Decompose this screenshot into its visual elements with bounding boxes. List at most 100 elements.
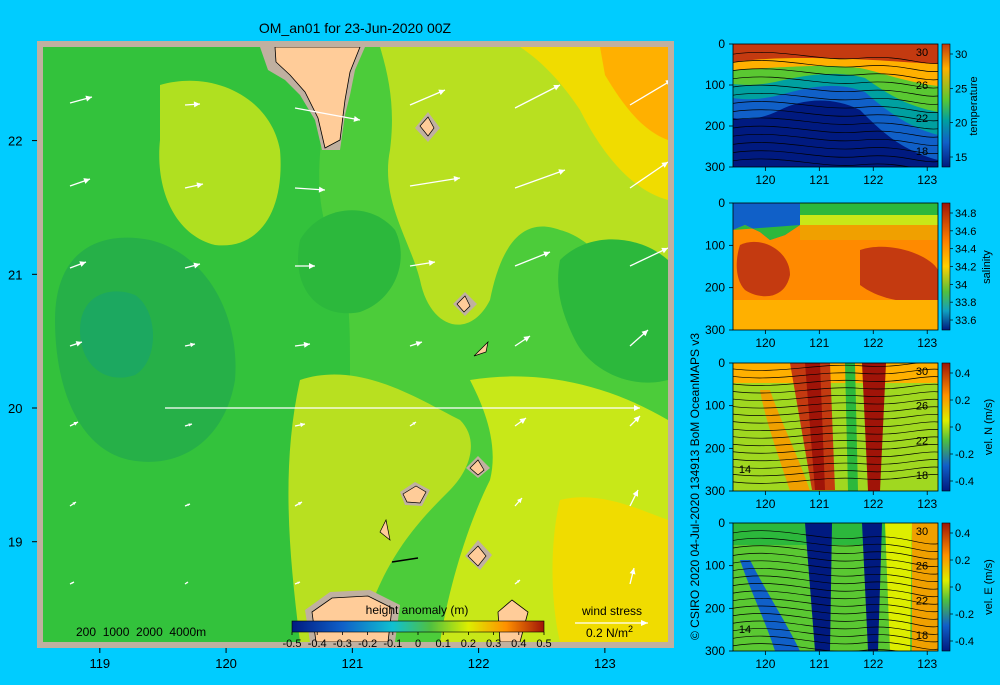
- temperature-colorbar-label: temperature: [968, 76, 980, 135]
- section-contour-line: [733, 84, 938, 97]
- section-contour-line: [733, 109, 938, 122]
- wind-stress-arrowhead: [517, 498, 522, 504]
- section-contour-line: [733, 598, 938, 613]
- section-contour-line: [733, 605, 938, 620]
- anomaly-low-west-core: [80, 291, 154, 378]
- wind-stress-arrow: [629, 81, 668, 106]
- wind-stress-arrow: [629, 161, 668, 189]
- wind-stress-arrowhead: [661, 162, 668, 168]
- section-y-tick-label: 0: [718, 516, 725, 530]
- island-8: [391, 557, 419, 563]
- section-y-tick-label: 200: [705, 601, 725, 615]
- section-x-tick-label: 120: [755, 336, 775, 350]
- velocity-north-colorbar-label: vel. N (m/s): [983, 399, 995, 455]
- anomaly-region-s-high: [552, 497, 668, 642]
- temperature-colorbar: [941, 43, 951, 168]
- wind-stress-arrowhead: [71, 582, 74, 584]
- wind-stress-label: wind stress: [581, 604, 642, 618]
- wind-stress-arrowhead: [193, 262, 200, 269]
- wind-stress-arrowhead: [196, 182, 203, 189]
- wind-stress-arrowhead: [193, 101, 200, 108]
- wind-stress-arrow: [409, 177, 461, 187]
- section-contour-line: [733, 68, 938, 81]
- salinity-yellow-band: [800, 215, 938, 225]
- map-field: [43, 47, 668, 642]
- wind-stress-arrowhead: [519, 418, 526, 424]
- velocity-north-jet-2: [862, 363, 886, 491]
- velocity-east-colorbar: [941, 522, 951, 652]
- section-axis-labels: 120 121 122 1230100200300302520153026221812…: [705, 37, 976, 671]
- contour-label: 22: [916, 595, 928, 607]
- section-x-tick-label: 123: [917, 657, 937, 671]
- section-contour-line: [733, 583, 938, 598]
- section-contour-line: [733, 560, 938, 575]
- wind-stress-arrowhead: [188, 423, 192, 427]
- map-x-tick-label: 122: [468, 656, 490, 671]
- velocity-north-contours: [733, 363, 938, 484]
- salinity-surface-band: [733, 203, 938, 240]
- section-contour-line: [733, 51, 938, 64]
- contour-label: 26: [916, 401, 928, 413]
- height-anomaly-colorbar: [291, 620, 545, 633]
- wind-stress-reference-arrowhead: [641, 620, 648, 626]
- wind-stress-arrowhead: [665, 80, 668, 86]
- height-anomaly-tick-label: -0.2: [358, 638, 377, 650]
- velocity-east-panel: vel. E (m/s): [732, 522, 995, 652]
- section-y-tick-label: 200: [705, 441, 725, 455]
- map-y-tick-label: 22: [8, 134, 22, 149]
- colorbar-tick-label: 0: [955, 422, 961, 434]
- section-contour-line: [733, 436, 938, 447]
- contour-label: 26: [916, 80, 928, 92]
- height-anomaly-ticks: -0.5 -0.4 -0.3 -0.2 -0.1 0 0.1 0.2 0.3 0.4 0.5: [283, 632, 552, 650]
- anomaly-region-ne-max: [600, 47, 668, 140]
- section-y-tick-label: 0: [718, 196, 725, 210]
- section-contour-line: [733, 92, 938, 105]
- colorbar-tick-label: 34: [955, 279, 967, 291]
- section-contour-line: [733, 428, 938, 439]
- wind-stress-arrowhead: [72, 502, 76, 506]
- island-2: [456, 295, 471, 313]
- section-contour-line: [733, 567, 938, 583]
- colorbar-tick-label: -0.2: [955, 609, 974, 621]
- map-x-tick-label: 120: [215, 656, 237, 671]
- colorbar-tick-label: -0.4: [955, 476, 974, 488]
- temperature-plot-border: [732, 43, 939, 168]
- section-y-tick-label: 0: [718, 37, 725, 51]
- salinity-colorbar-label: salinity: [981, 250, 993, 284]
- section-x-tick-label: 121: [809, 173, 829, 187]
- contour-label: 14: [739, 624, 751, 636]
- section-contour-line: [733, 60, 938, 72]
- wind-stress-arrowhead: [415, 341, 422, 347]
- section-x-tick-label: 120: [755, 497, 775, 511]
- colorbar-tick-label: 30: [955, 49, 967, 61]
- credit-text: © CSIRO 2020 04-Jul-2020 134913 BoM Ocea…: [688, 333, 702, 640]
- section-contour-line: [733, 459, 938, 469]
- colorbar-tick-label: 15: [955, 152, 967, 164]
- section-y-tick-label: 100: [705, 238, 725, 252]
- section-contour-line: [733, 545, 938, 560]
- wind-stress-arrowhead: [309, 263, 315, 269]
- anomaly-low-center: [298, 210, 401, 314]
- section-contour-line: [733, 613, 938, 628]
- map-x-tick-label: 123: [594, 656, 616, 671]
- anomaly-region-nw: [159, 80, 281, 246]
- map-y-tick-label: 20: [8, 401, 22, 416]
- height-anomaly-tick-label: -0.3: [333, 638, 352, 650]
- section-contour-line: [733, 552, 938, 567]
- wind-stress-arrowhead: [438, 89, 445, 96]
- anomaly-region-center: [288, 374, 471, 642]
- velocity-east-yellow-band: [885, 523, 912, 651]
- section-y-tick-label: 200: [705, 119, 725, 133]
- contour-label: 30: [916, 526, 928, 538]
- map-x-tick-label: 119: [89, 656, 110, 671]
- colorbar-tick-label: -0.4: [955, 636, 974, 648]
- island-3: [473, 340, 489, 357]
- height-anomaly-tick-label: 0.1: [436, 638, 451, 650]
- velocity-north-plot-border: [732, 362, 939, 492]
- wind-stress-arrow: [294, 107, 361, 121]
- section-contour-line: [733, 413, 938, 424]
- height-anomaly-tick-label: 0.3: [486, 638, 501, 650]
- wind-stress-arrowhead: [303, 341, 310, 348]
